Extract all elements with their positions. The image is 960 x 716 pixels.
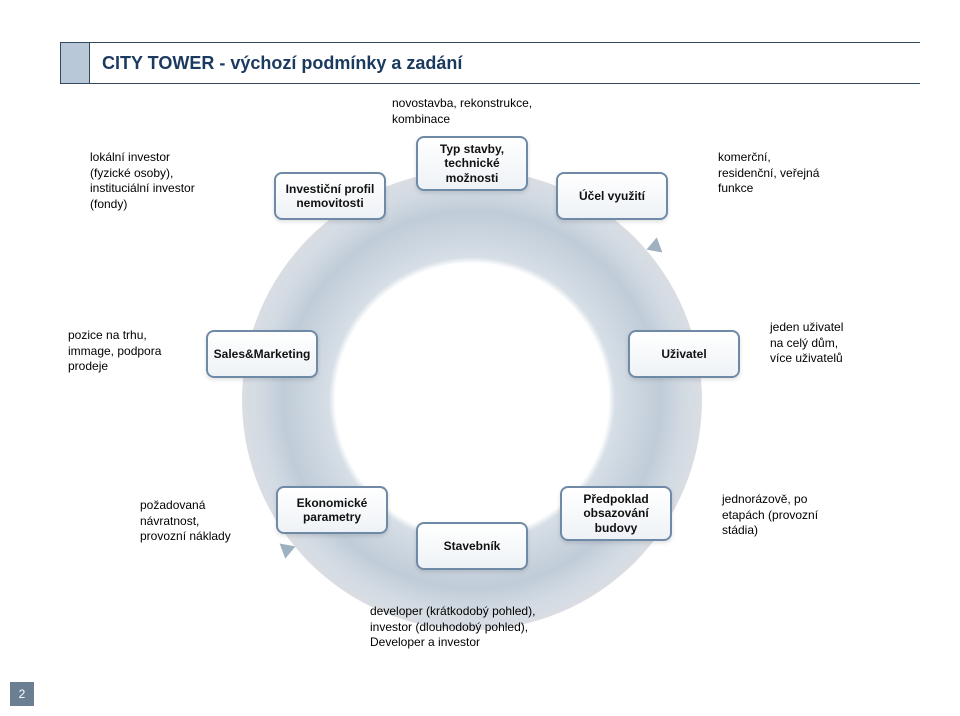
desc-bot-left: požadovanánávratnost,provozní náklady [140,498,300,545]
title-accent-box [60,42,90,84]
node-typ-stavby: Typ stavby,technickémožnosti [416,136,528,191]
node-stavebnik: Stavebník [416,522,528,570]
node-investicni-profil: Investiční profilnemovitosti [274,172,386,220]
desc-top-center: novostavba, rekonstrukce,kombinace [392,96,612,127]
node-predpoklad: Předpokladobsazováníbudovy [560,486,672,541]
desc-bot-center: developer (krátkodobý pohled),investor (… [370,604,630,651]
title-bar: CITY TOWER - výchozí podmínky a zadání [60,42,920,84]
desc-top-right: komerční,residenční, veřejnáfunkce [718,150,898,197]
desc-mid-right: jeden uživatelna celý dům,více uživatelů [770,320,940,367]
desc-bot-right: jednorázově, poetapách (provoznístádia) [722,492,912,539]
page-title: CITY TOWER - výchozí podmínky a zadání [90,42,920,84]
node-ucel-vyuziti: Účel využití [556,172,668,220]
page-number: 2 [10,682,34,706]
desc-top-left: lokální investor(fyzické osoby),instituc… [90,150,260,212]
node-uzivatel: Uživatel [628,330,740,378]
desc-mid-left: pozice na trhu,immage, podporaprodeje [68,328,228,375]
